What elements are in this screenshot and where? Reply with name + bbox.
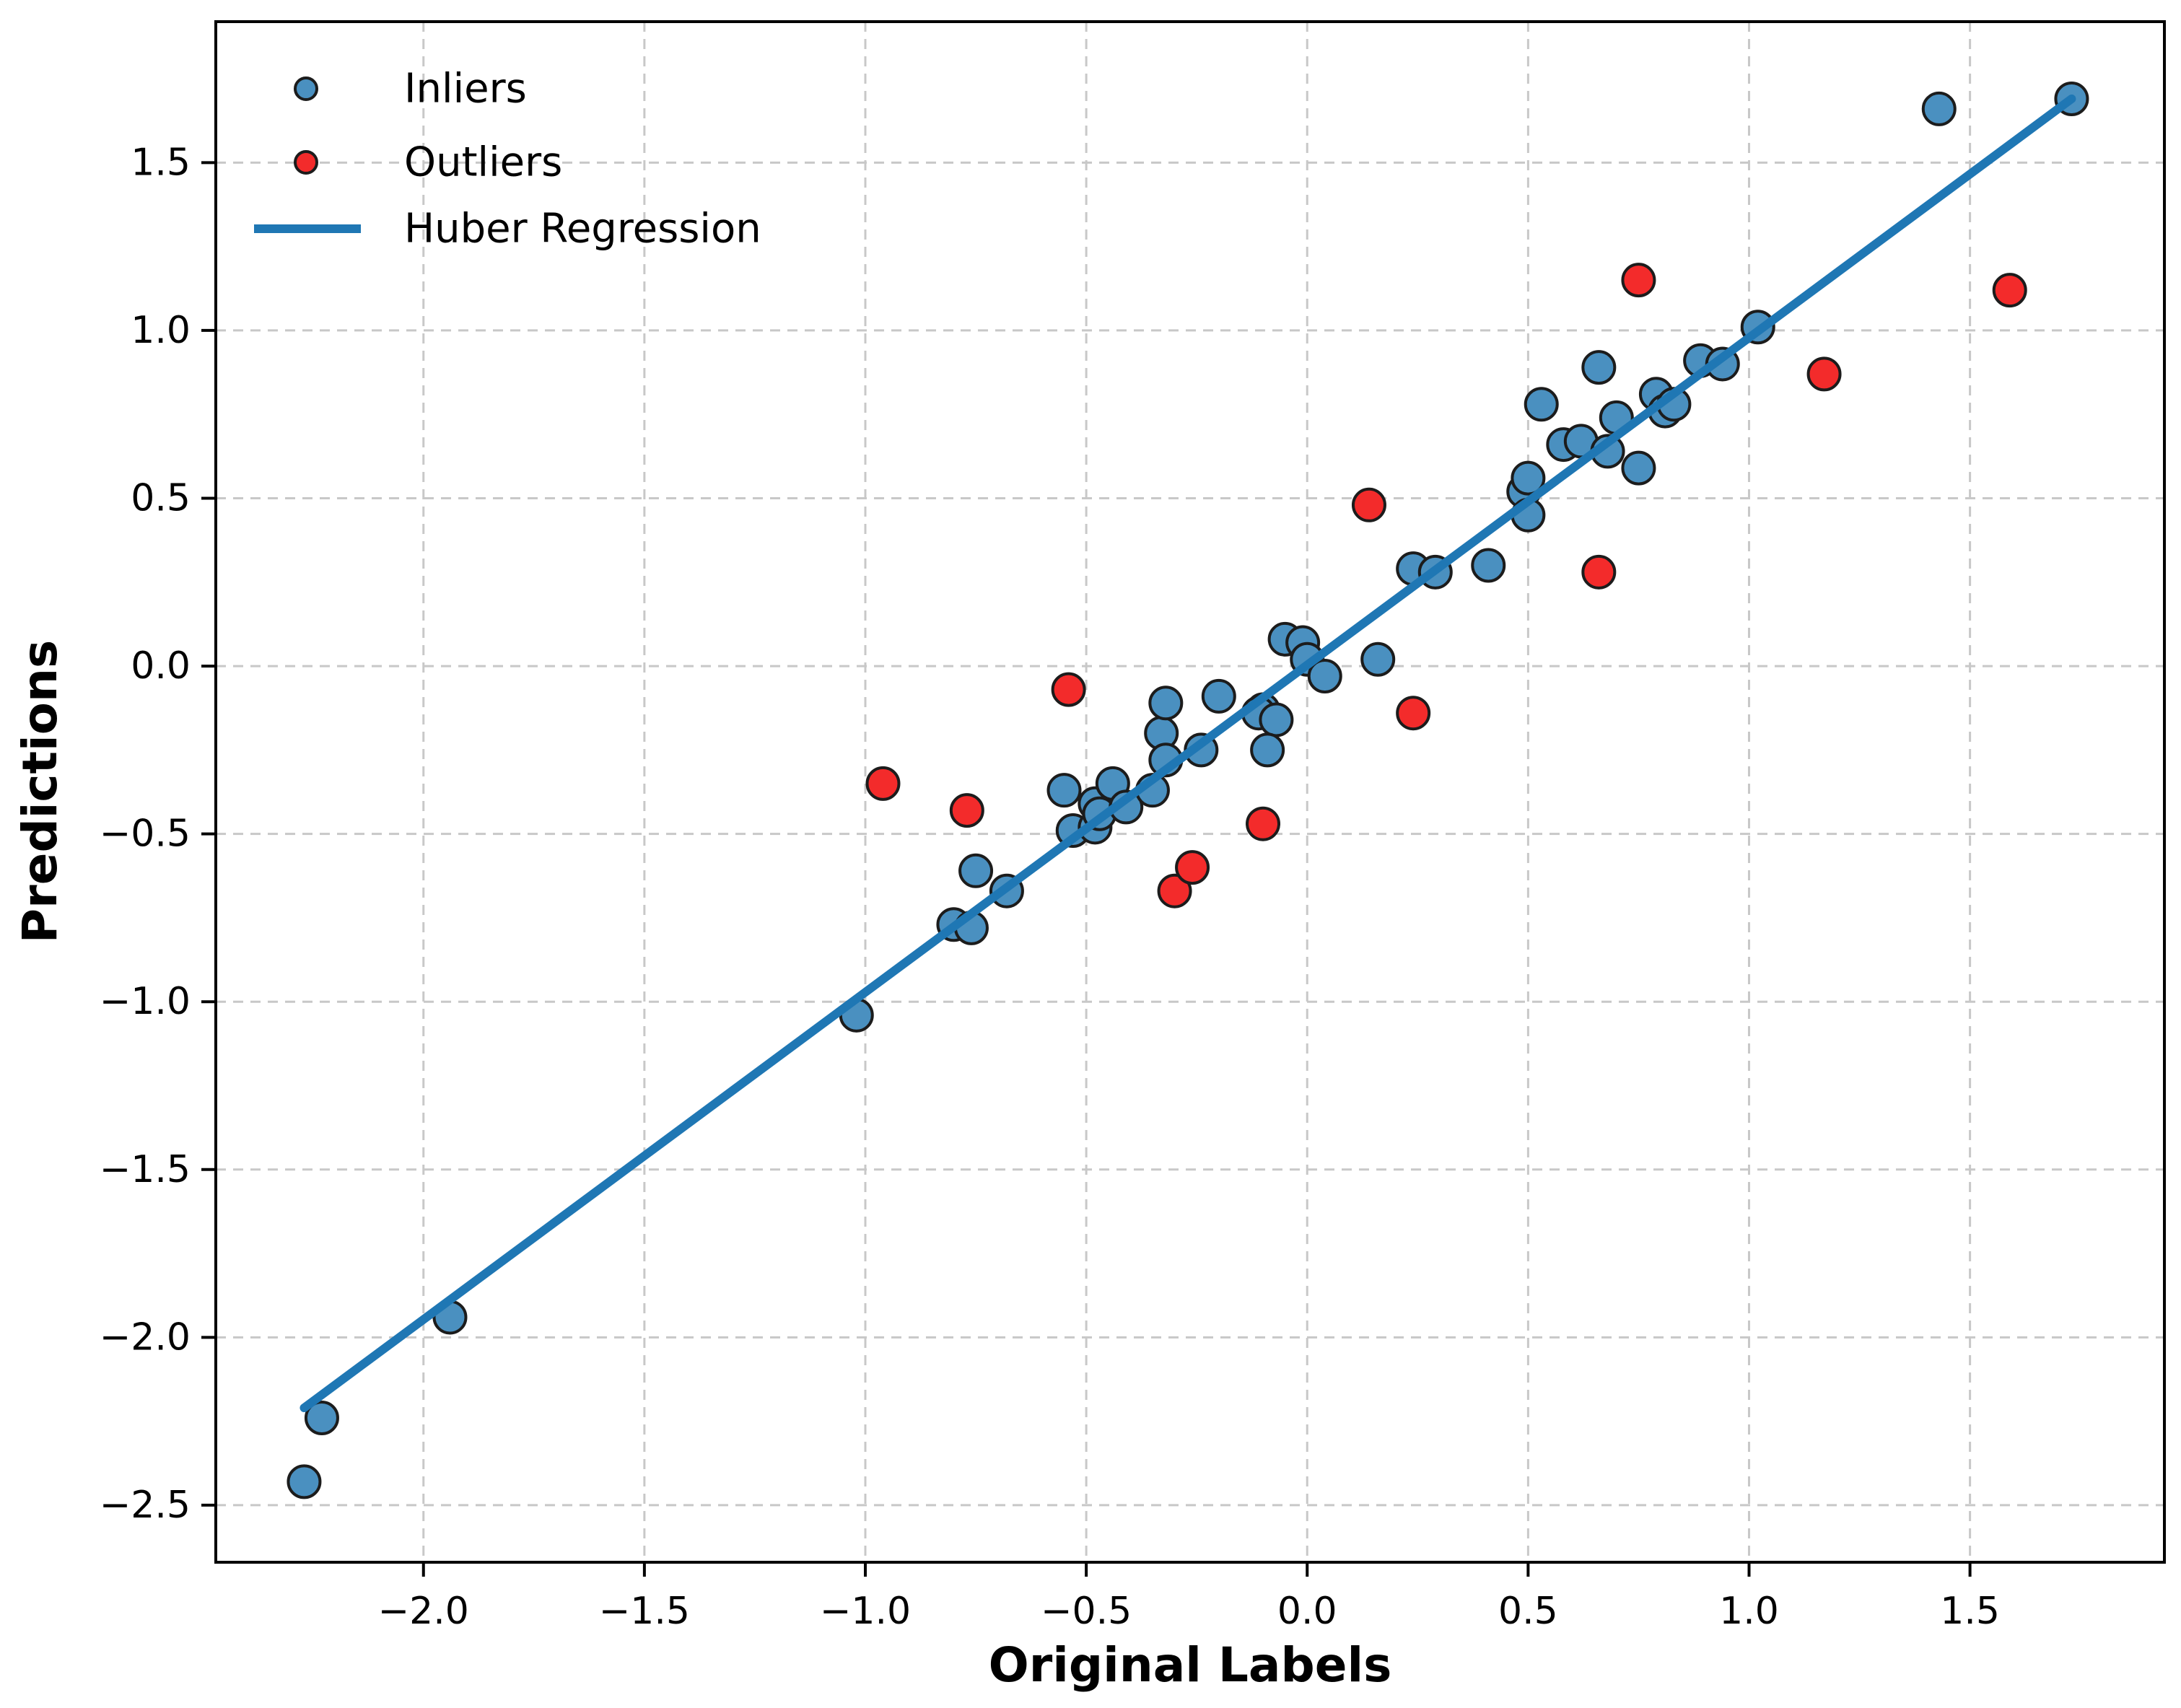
x-tick-label: 1.5: [1940, 1590, 2000, 1633]
outlier-point: [1581, 554, 1617, 590]
x-tick-label: −2.0: [378, 1590, 469, 1633]
outlier-point: [949, 793, 984, 828]
inlier-point: [1511, 460, 1546, 496]
y-tick-label: 1.0: [131, 309, 191, 352]
outliers-legend-label: Outliers: [404, 139, 562, 186]
y-tick-label: 0.5: [131, 477, 191, 520]
inlier-point: [1524, 387, 1559, 422]
outlier-point: [1175, 850, 1210, 885]
x-axis-title: Original Labels: [989, 1637, 1392, 1693]
x-tick-label: 0.0: [1277, 1590, 1337, 1633]
x-tick-label: −1.0: [820, 1590, 911, 1633]
inliers-legend-label: Inliers: [404, 66, 527, 113]
regression-line: [300, 94, 2076, 1413]
x-tick-label: −0.5: [1041, 1590, 1132, 1633]
inlier-point: [1148, 686, 1184, 721]
outlier-point: [1157, 873, 1192, 908]
plot-spines: [214, 20, 2166, 1564]
inlier-point: [1621, 450, 1656, 486]
plot-border: [214, 20, 2166, 1564]
huber-regression-legend-label: Huber Regression: [404, 206, 761, 253]
legend-item-huber-regression: Huber Regression: [254, 206, 761, 253]
inlier-point: [1307, 659, 1342, 694]
inlier-point: [958, 853, 994, 888]
legend-item-inliers: Inliers: [294, 66, 527, 113]
y-tick-label: −2.5: [100, 1484, 191, 1527]
x-tick-label: 1.0: [1719, 1590, 1779, 1633]
inlier-point: [287, 1464, 322, 1499]
inliers-legend-marker: [294, 76, 318, 101]
outlier-point: [1246, 806, 1281, 841]
scatter-points-layer: [287, 81, 2089, 1499]
x-tick-label: −1.5: [599, 1590, 690, 1633]
inlier-point: [1046, 773, 1082, 808]
y-tick-label: −1.0: [100, 980, 191, 1023]
y-axis-title: Predictions: [12, 640, 68, 943]
outlier-point: [1992, 273, 2027, 308]
regression-line-layer: [300, 94, 2076, 1413]
outlier-point: [1621, 263, 1656, 298]
y-tick-label: 0.0: [131, 644, 191, 688]
inlier-point: [1471, 548, 1506, 583]
inlier-point: [1360, 641, 1396, 677]
inlier-point: [1581, 350, 1617, 385]
y-tick-label: −1.5: [100, 1148, 191, 1191]
legend: Inliers Outliers Huber Regression: [254, 66, 761, 253]
inlier-point: [304, 1400, 339, 1435]
y-tick-label: −2.0: [100, 1315, 191, 1359]
grid-layer: [216, 22, 2164, 1562]
y-tick-label: 1.5: [131, 141, 191, 184]
outlier-point: [1051, 672, 1086, 707]
inlier-point: [1921, 91, 1957, 126]
inlier-point: [1259, 702, 1294, 737]
outlier-point: [1396, 696, 1431, 731]
x-tick-label: 0.5: [1498, 1590, 1558, 1633]
outlier-point: [1351, 487, 1386, 522]
outlier-point: [1806, 356, 1842, 392]
y-tick-label: −0.5: [100, 813, 191, 856]
inlier-point: [1201, 678, 1236, 714]
outlier-point: [865, 766, 901, 801]
tick-layer: −2.0 −1.5 −1.0 −0.5 0.0 0.5 1.0 1.5 1.5 1.0 0.5 0.0…: [100, 141, 2000, 1633]
outliers-legend-marker: [294, 150, 318, 175]
inlier-point: [1250, 732, 1285, 768]
legend-item-outliers: Outliers: [294, 139, 562, 186]
